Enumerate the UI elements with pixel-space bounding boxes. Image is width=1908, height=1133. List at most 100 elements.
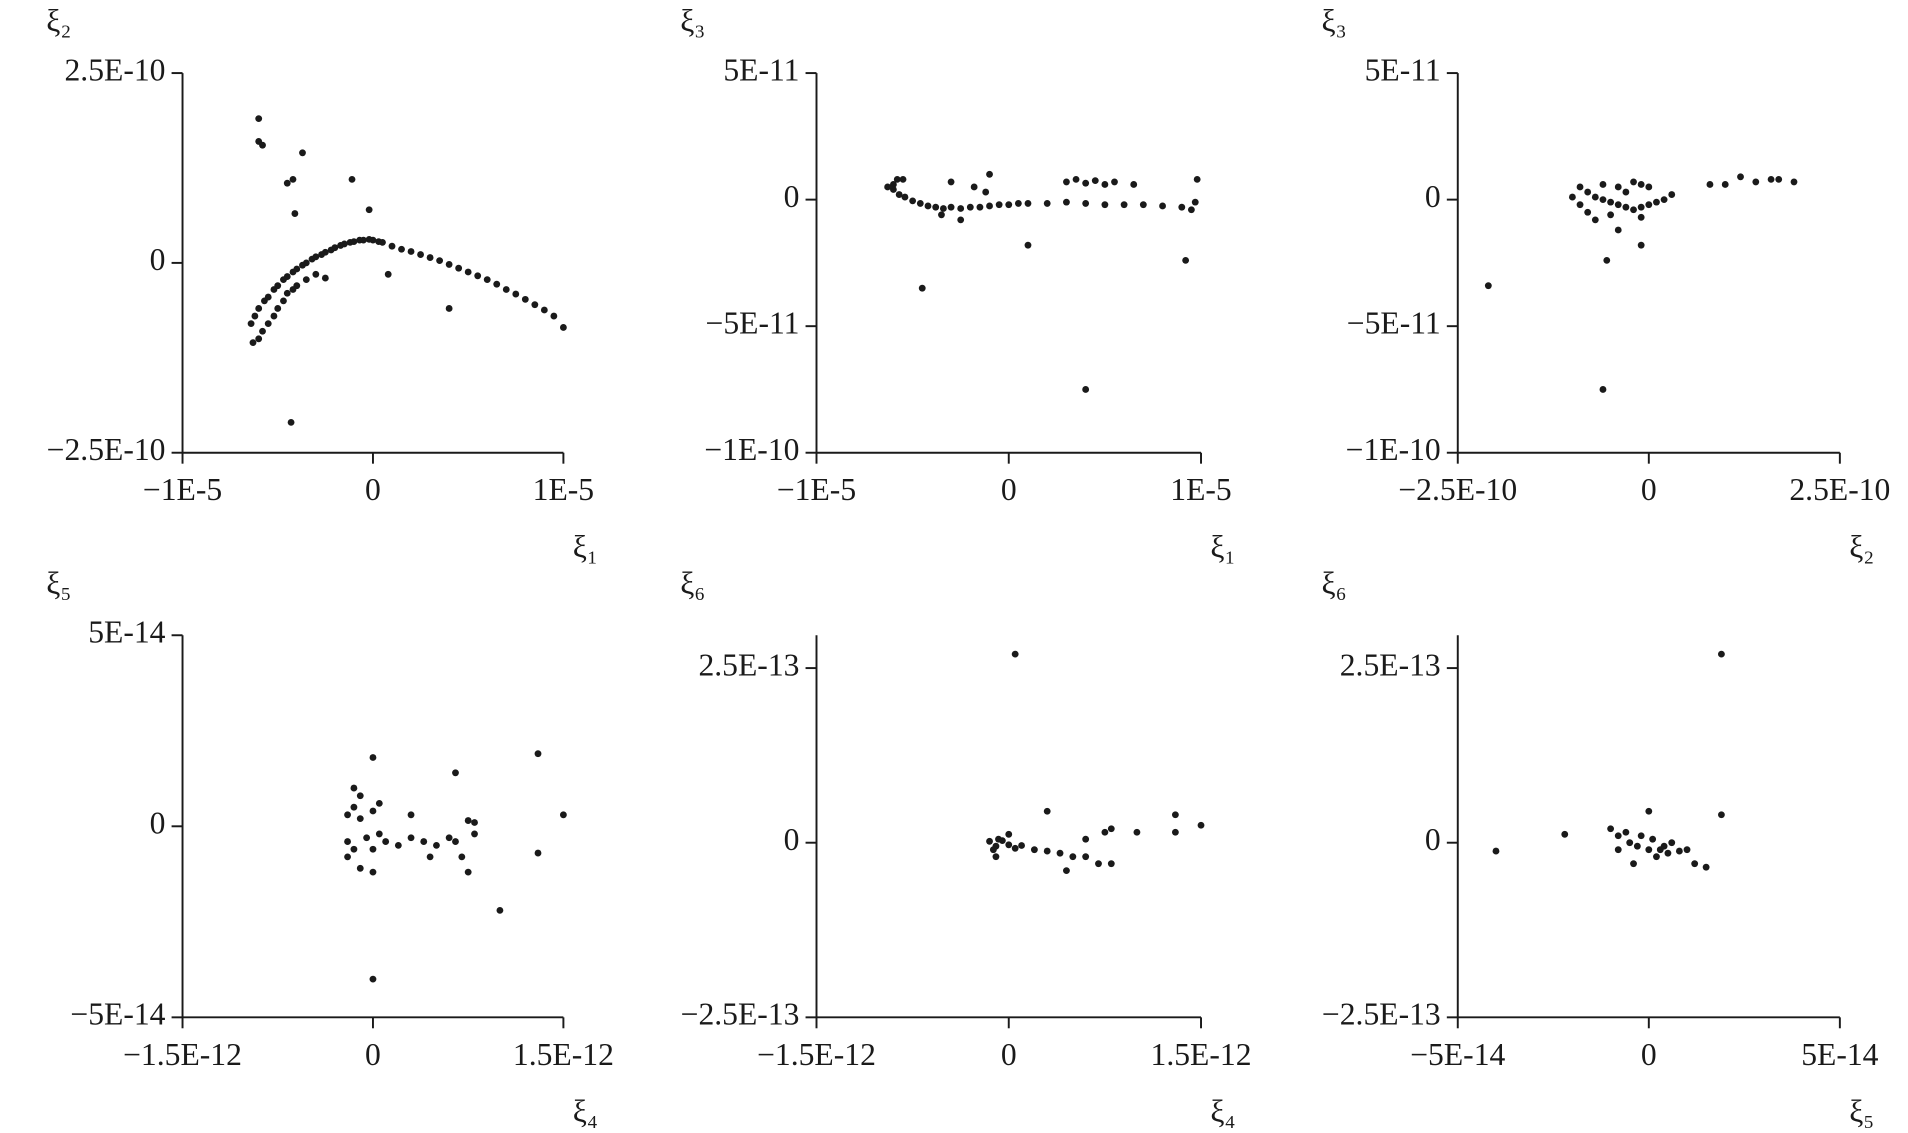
point bbox=[291, 210, 299, 217]
point bbox=[1767, 175, 1775, 183]
point bbox=[1011, 650, 1019, 658]
point bbox=[483, 276, 491, 284]
point bbox=[1599, 386, 1607, 393]
point bbox=[1043, 807, 1051, 815]
point bbox=[247, 320, 255, 328]
point bbox=[350, 238, 358, 246]
point bbox=[255, 305, 263, 312]
point bbox=[1660, 196, 1668, 204]
y-tick-label: 5E-11 bbox=[1365, 52, 1441, 87]
point bbox=[369, 754, 377, 761]
point bbox=[312, 270, 320, 278]
point bbox=[1056, 849, 1064, 857]
point bbox=[932, 203, 940, 211]
point bbox=[350, 784, 358, 792]
point bbox=[1637, 241, 1645, 249]
point bbox=[1130, 181, 1138, 188]
point bbox=[1718, 650, 1725, 658]
point bbox=[1018, 842, 1025, 849]
point bbox=[986, 202, 993, 210]
x-axis-label: ξ₄ bbox=[1210, 1094, 1235, 1129]
point bbox=[986, 837, 993, 845]
x-axis-label: ξ₁ bbox=[1210, 529, 1235, 564]
point bbox=[369, 236, 377, 244]
point bbox=[1187, 206, 1195, 214]
point bbox=[1775, 175, 1783, 183]
point bbox=[1014, 200, 1022, 207]
point bbox=[1193, 175, 1201, 183]
point bbox=[550, 312, 558, 320]
point bbox=[369, 807, 377, 815]
point bbox=[947, 178, 955, 186]
point bbox=[1706, 181, 1714, 188]
point bbox=[356, 864, 364, 872]
y-tick-label: 0 bbox=[1425, 822, 1441, 857]
point bbox=[1675, 847, 1683, 855]
point bbox=[1637, 832, 1645, 840]
x-tick-label: 1.5E-12 bbox=[1151, 1037, 1252, 1072]
point bbox=[899, 175, 907, 183]
y-tick-label: −1E-10 bbox=[704, 432, 799, 467]
point bbox=[1101, 181, 1109, 188]
point bbox=[1653, 198, 1660, 206]
x-tick-label: 0 bbox=[365, 472, 381, 507]
y-tick-label: 0 bbox=[784, 822, 800, 857]
point bbox=[1645, 183, 1653, 191]
x-tick-label: −5E-14 bbox=[1410, 1037, 1505, 1072]
point bbox=[1182, 256, 1190, 264]
point bbox=[445, 834, 453, 842]
point bbox=[293, 282, 301, 290]
point bbox=[1120, 201, 1128, 209]
point bbox=[293, 265, 301, 273]
point bbox=[270, 312, 278, 320]
point bbox=[1691, 860, 1699, 868]
point bbox=[369, 975, 377, 983]
point bbox=[255, 335, 263, 343]
point bbox=[1178, 203, 1186, 211]
point bbox=[1637, 203, 1645, 211]
point bbox=[407, 811, 415, 819]
point bbox=[1011, 844, 1019, 852]
point bbox=[1637, 181, 1645, 188]
point bbox=[1607, 198, 1615, 206]
point bbox=[521, 295, 529, 303]
point bbox=[1599, 181, 1607, 188]
x-tick-label: 0 bbox=[1001, 1037, 1017, 1072]
point bbox=[1107, 860, 1115, 868]
point bbox=[474, 272, 482, 280]
point bbox=[1649, 835, 1657, 843]
point bbox=[1614, 226, 1622, 234]
point bbox=[1653, 853, 1660, 861]
point bbox=[1614, 832, 1622, 840]
point bbox=[407, 248, 415, 255]
point bbox=[1568, 193, 1576, 201]
y-axis-label: ξ₂ bbox=[46, 4, 71, 39]
point bbox=[512, 290, 520, 298]
point bbox=[1111, 178, 1118, 186]
point bbox=[321, 248, 329, 256]
point bbox=[283, 179, 291, 187]
point bbox=[471, 830, 478, 838]
x-tick-label: 0 bbox=[1641, 1037, 1657, 1072]
point bbox=[1492, 847, 1500, 855]
y-axis-label: ξ₅ bbox=[46, 566, 71, 601]
point bbox=[433, 841, 440, 849]
point bbox=[398, 245, 405, 253]
point bbox=[356, 792, 364, 800]
point bbox=[909, 197, 917, 205]
point bbox=[895, 191, 903, 198]
point bbox=[1591, 216, 1599, 224]
point bbox=[957, 205, 965, 212]
point bbox=[350, 845, 358, 853]
y-axis-label: ξ₃ bbox=[1321, 4, 1346, 39]
y-axis-label: ξ₆ bbox=[1321, 566, 1346, 601]
point bbox=[1005, 830, 1013, 838]
point bbox=[995, 201, 1003, 209]
point bbox=[363, 834, 371, 842]
point bbox=[1561, 830, 1569, 838]
point bbox=[445, 261, 453, 268]
point bbox=[287, 418, 295, 426]
y-tick-label: −5E-11 bbox=[706, 305, 800, 340]
point bbox=[995, 835, 1002, 843]
